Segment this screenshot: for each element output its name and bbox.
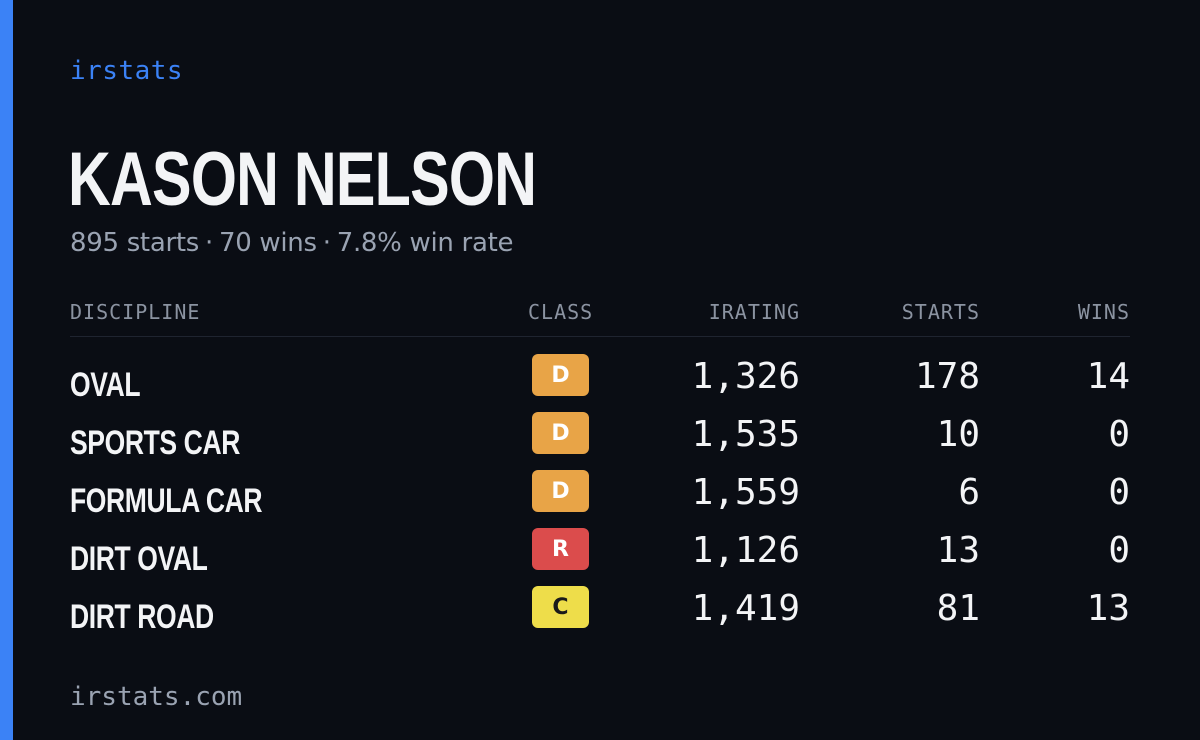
header-wins: WINS	[1077, 300, 1130, 324]
winrate-summary: 7.8% win rate	[336, 228, 514, 258]
table-row: OVAL D 1,326 178 14	[0, 354, 1200, 424]
irating-value: 1,419	[691, 588, 800, 629]
discipline-label: OVAL	[70, 366, 141, 404]
driver-name: KASON NELSON	[68, 137, 537, 222]
wins-value: 13	[1086, 588, 1130, 629]
discipline-label: DIRT ROAD	[70, 598, 214, 636]
header-class: CLASS	[528, 300, 594, 324]
class-badge: C	[532, 586, 589, 628]
table-row: FORMULA CAR D 1,559 6 0	[0, 470, 1200, 540]
irating-value: 1,126	[691, 530, 800, 571]
wins-value: 0	[1108, 414, 1130, 455]
starts-value: 6	[958, 472, 980, 513]
class-badge: D	[532, 412, 589, 454]
starts-summary: 895 starts	[70, 228, 199, 258]
class-badge: D	[532, 470, 589, 512]
separator: ·	[205, 228, 213, 258]
wins-value: 0	[1108, 530, 1130, 571]
brand-logo[interactable]: irstats	[70, 56, 184, 86]
irating-value: 1,326	[691, 356, 800, 397]
starts-value: 178	[914, 356, 980, 397]
wins-value: 0	[1108, 472, 1130, 513]
wins-value: 14	[1086, 356, 1130, 397]
irating-value: 1,559	[691, 472, 800, 513]
separator: ·	[322, 228, 331, 258]
starts-value: 81	[936, 588, 980, 629]
irating-value: 1,535	[691, 414, 800, 455]
footer-url[interactable]: irstats.com	[70, 682, 243, 712]
driver-summary: 895 starts · 70 wins · 7.8% win rate	[70, 228, 513, 258]
header-starts: STARTS	[901, 300, 980, 324]
table-row: SPORTS CAR D 1,535 10 0	[0, 412, 1200, 482]
class-badge: D	[532, 354, 589, 396]
header-divider	[70, 336, 1130, 337]
starts-value: 13	[936, 530, 980, 571]
header-irating: IRATING	[708, 300, 800, 324]
table-row: DIRT OVAL R 1,126 13 0	[0, 528, 1200, 598]
accent-bar	[0, 0, 13, 740]
discipline-label: DIRT OVAL	[70, 540, 208, 578]
discipline-label: FORMULA CAR	[70, 482, 263, 520]
discipline-label: SPORTS CAR	[70, 424, 240, 462]
starts-value: 10	[936, 414, 980, 455]
wins-summary: 70 wins	[218, 228, 317, 258]
class-badge: R	[532, 528, 589, 570]
table-row: DIRT ROAD C 1,419 81 13	[0, 586, 1200, 656]
header-discipline: DISCIPLINE	[70, 300, 201, 324]
